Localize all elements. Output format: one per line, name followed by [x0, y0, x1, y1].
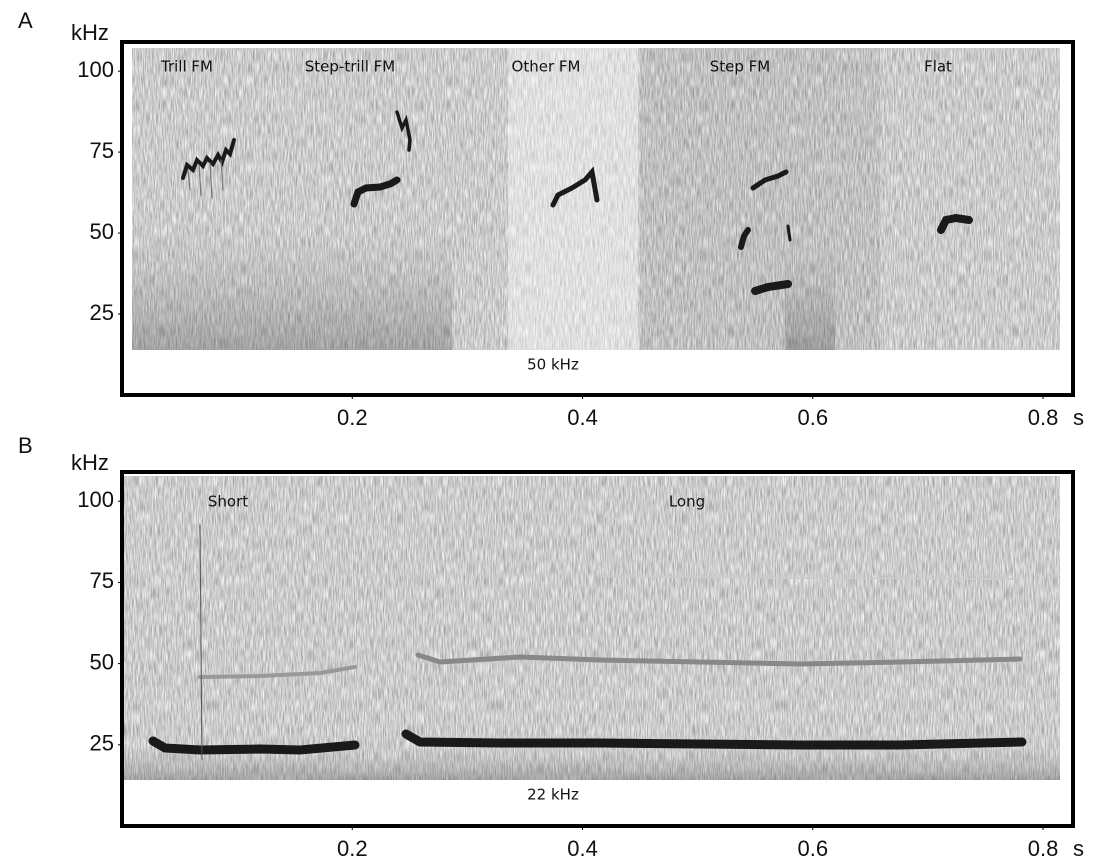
y-tick-label: 50: [90, 649, 114, 674]
call-label: Step-trill FM: [305, 58, 395, 76]
call-label: Trill FM: [160, 58, 213, 76]
call-label: Long: [669, 493, 705, 511]
y-tick-label: 100: [77, 57, 114, 82]
x-unit: s: [1073, 836, 1084, 861]
x-tick-label: 0.4: [567, 405, 598, 430]
y-axis-label: kHz: [71, 20, 109, 45]
x-tick-label: 0.8: [1028, 405, 1059, 430]
band-label: 50 kHz: [527, 356, 579, 374]
x-tick-label: 0.2: [337, 836, 368, 861]
x-unit: s: [1073, 405, 1084, 430]
call-label: Flat: [924, 58, 952, 76]
y-tick-label: 75: [90, 138, 114, 163]
x-tick-label: 0.8: [1028, 836, 1059, 861]
spectrogram-b: [120, 470, 1075, 828]
y-tick-label: 75: [90, 568, 114, 593]
y-axis-label: kHz: [71, 450, 109, 475]
x-tick-label: 0.6: [798, 836, 829, 861]
call-label: Step FM: [710, 58, 771, 76]
panel-letter: A: [18, 8, 33, 33]
y-tick-label: 25: [90, 731, 114, 756]
band-label: 22 kHz: [527, 786, 579, 804]
calls: [148, 524, 1027, 761]
calls: [181, 110, 973, 295]
spectrogram-a: [120, 40, 1075, 397]
y-tick-label: 100: [77, 487, 114, 512]
panel-letter: B: [18, 433, 33, 458]
y-tick-label: 50: [90, 219, 114, 244]
x-tick-label: 0.4: [567, 836, 598, 861]
call-label: Short: [208, 493, 248, 511]
x-tick-label: 0.6: [798, 405, 829, 430]
y-tick-label: 25: [90, 300, 114, 325]
call-label: Other FM: [512, 58, 581, 76]
x-tick-label: 0.2: [337, 405, 368, 430]
